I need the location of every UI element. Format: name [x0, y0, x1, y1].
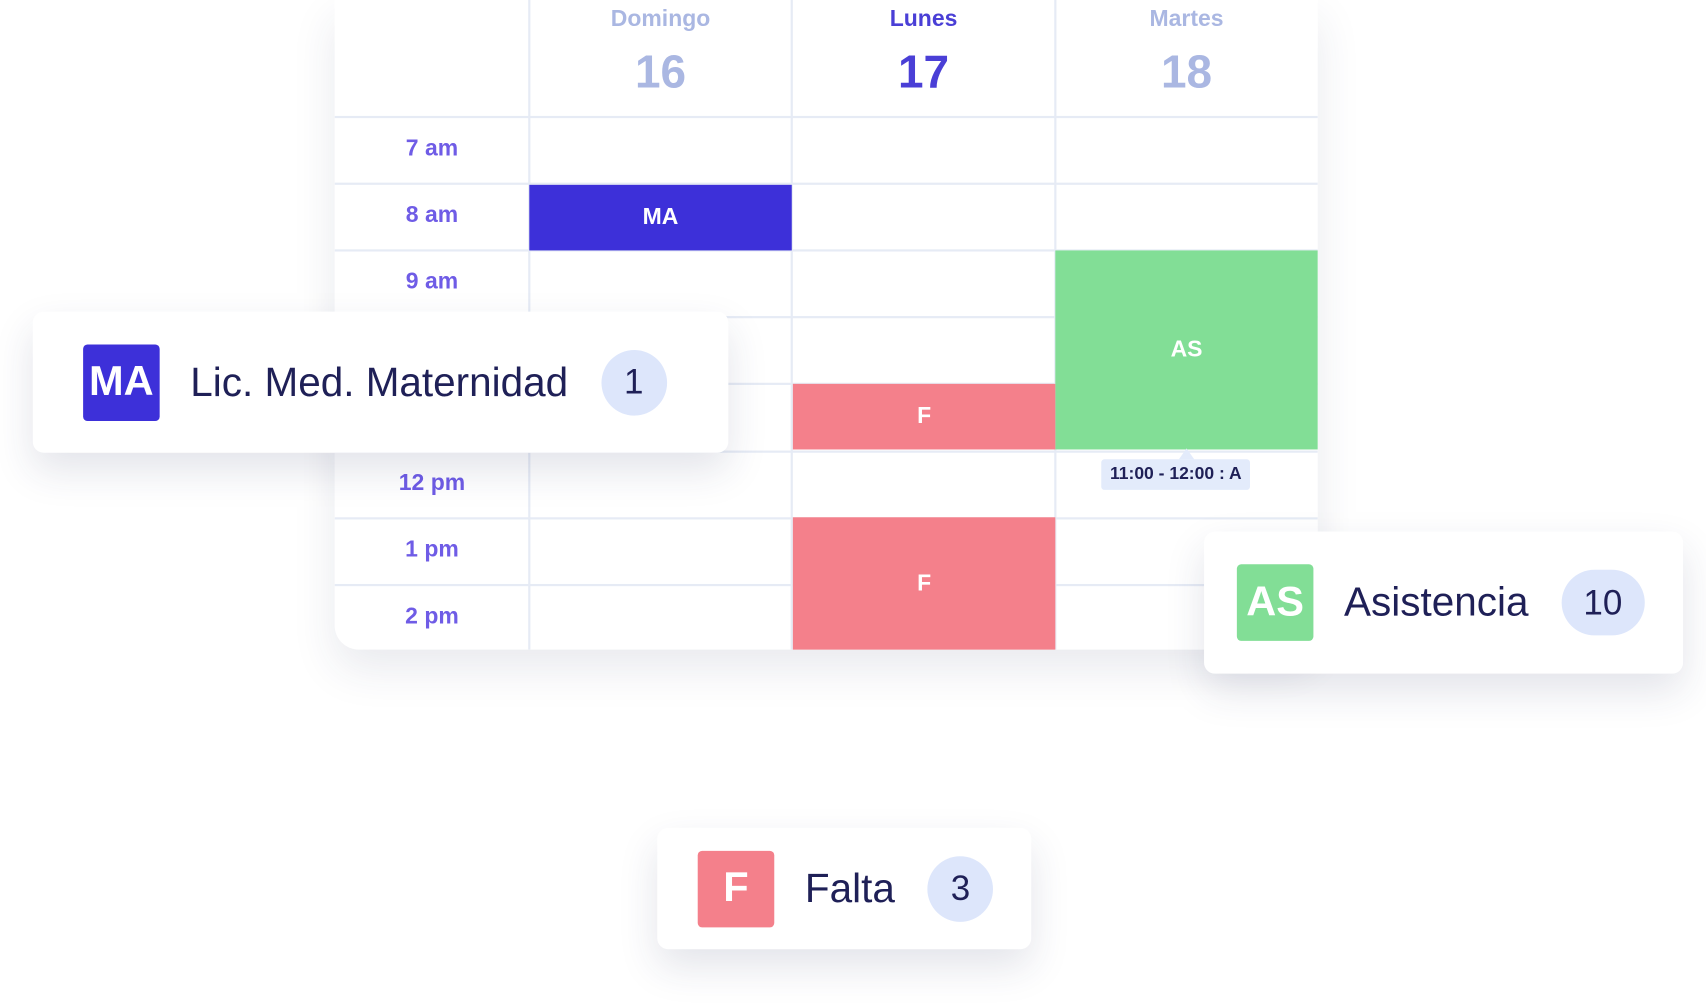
legend-card: AS Asistencia 10: [1204, 531, 1684, 674]
day-number: 16: [634, 45, 687, 98]
event[interactable]: AS: [1055, 250, 1318, 450]
grid-line: [790, 0, 793, 650]
time-label: 8 am: [405, 202, 459, 228]
grid-line: [334, 115, 1318, 119]
legend-count: 1: [600, 349, 667, 416]
time-label: 1 pm: [405, 536, 459, 562]
legend-count: 3: [927, 855, 994, 922]
grid-line: [334, 316, 1318, 319]
day-number: 18: [1161, 45, 1213, 98]
legend-code: AS: [1236, 564, 1314, 641]
day-name: Domingo: [610, 6, 711, 32]
day-number: 17: [897, 45, 950, 98]
day-name: Lunes: [889, 6, 958, 32]
tooltip: 11:00 - 12:00 : A: [1101, 459, 1251, 490]
legend-card: F Falta 3: [657, 827, 1032, 950]
time-label: 7 am: [405, 135, 459, 161]
day-name: Martes: [1149, 6, 1224, 32]
event[interactable]: MA: [529, 184, 792, 251]
time-label: 12 pm: [398, 469, 466, 495]
legend-label: Lic. Med. Maternidad: [190, 359, 569, 405]
grid-line: [334, 249, 1318, 252]
event[interactable]: F: [792, 383, 1056, 450]
event[interactable]: F: [792, 517, 1056, 650]
legend-card: MA Lic. Med. Maternidad 1: [32, 311, 729, 453]
legend-label: Asistencia: [1344, 579, 1529, 625]
grid-line: [334, 182, 1318, 185]
tooltip-arrow: [1178, 448, 1195, 460]
time-label: 2 pm: [405, 603, 459, 629]
time-label: 9 am: [405, 269, 459, 295]
legend-code: F: [697, 850, 775, 927]
legend-label: Falta: [804, 865, 895, 911]
grid-line: [334, 450, 1318, 453]
legend-count: 10: [1561, 569, 1645, 636]
legend-code: MA: [83, 343, 160, 421]
calendar: Domingo 16 Lunes 17 Martes 18 7 am 8 am 9 …: [334, 0, 1318, 650]
